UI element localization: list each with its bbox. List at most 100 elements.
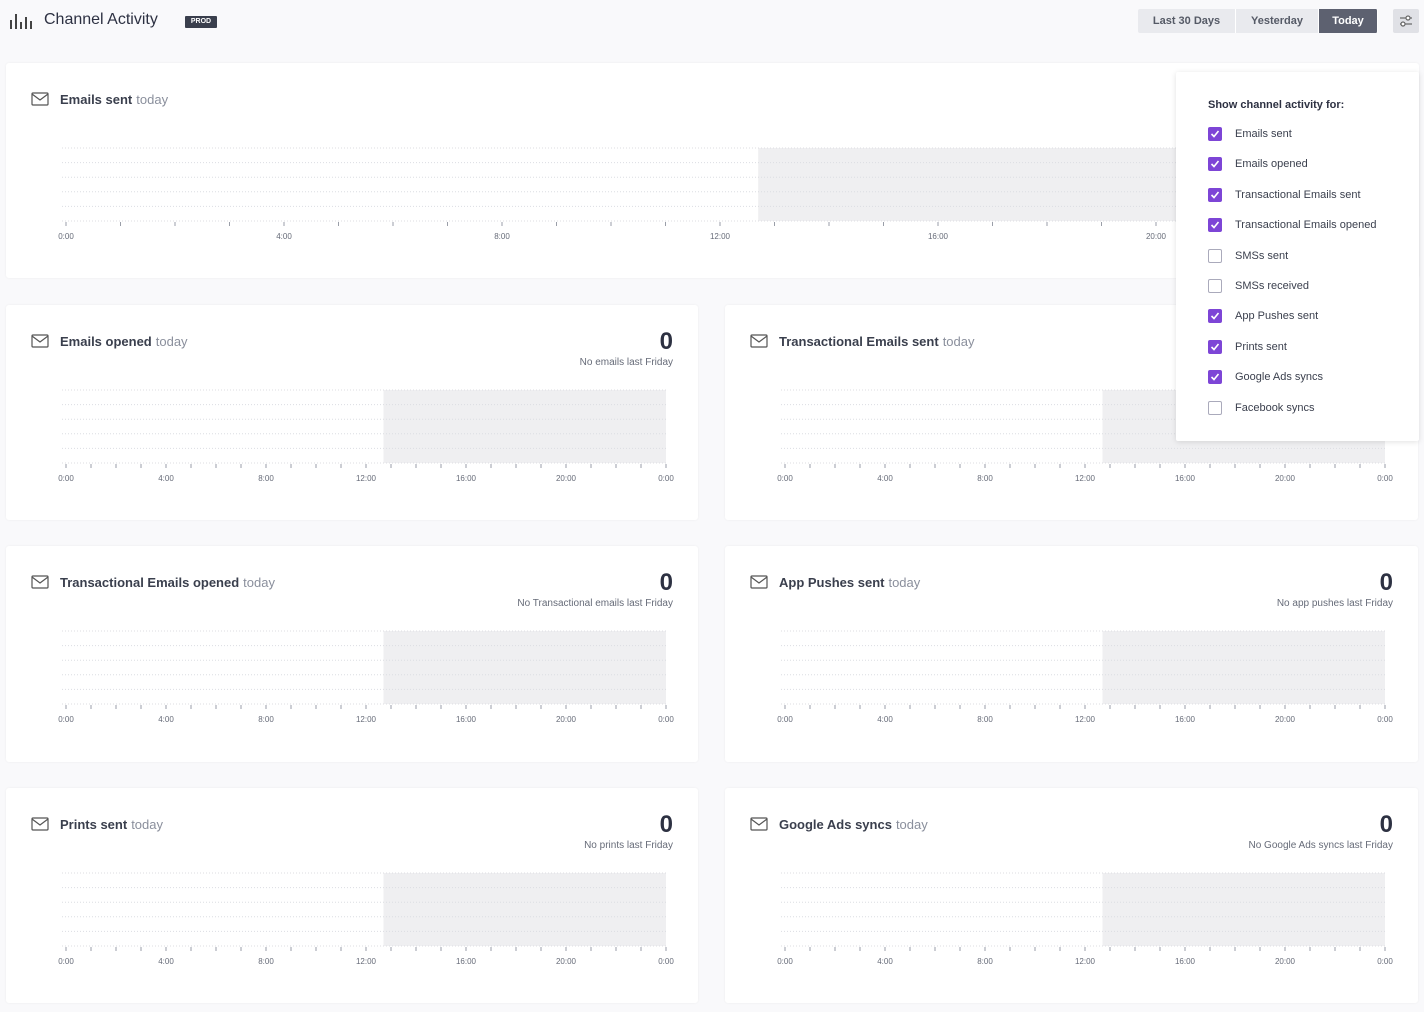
x-tick-label: 0:00 (658, 957, 674, 966)
x-tick-label: 16:00 (928, 232, 949, 241)
settings-button[interactable] (1393, 9, 1419, 33)
icon-shape (31, 92, 49, 106)
check-path (1210, 343, 1220, 351)
card-note: No prints last Friday (584, 840, 673, 851)
check-mark (1210, 373, 1220, 381)
checkbox[interactable] (1208, 309, 1222, 324)
x-tick-label: 12:00 (710, 232, 731, 241)
check-path (1210, 130, 1220, 138)
x-tick-label: 16:00 (456, 715, 477, 724)
card-note: No Google Ads syncs last Friday (1248, 840, 1393, 851)
filter-option[interactable]: SMSs received (1208, 279, 1408, 295)
x-tick-label: 8:00 (977, 715, 993, 724)
x-tick-label: 4:00 (158, 715, 174, 724)
elapsed-shade (1102, 631, 1385, 704)
x-tick-label: 20:00 (556, 474, 577, 483)
elapsed-shade (383, 390, 666, 463)
check-mark (1210, 221, 1220, 229)
card-icon (31, 575, 49, 589)
checkbox[interactable] (1208, 157, 1222, 172)
card-value: 0 (1379, 811, 1393, 838)
checkbox[interactable] (1208, 339, 1222, 354)
filter-option[interactable]: App Pushes sent (1208, 309, 1408, 325)
filter-option[interactable]: Emails opened (1208, 157, 1408, 173)
icon-shape (31, 334, 49, 348)
range-button[interactable]: Yesterday (1236, 9, 1319, 33)
icon-shape (31, 335, 49, 343)
checkbox[interactable] (1208, 248, 1222, 263)
x-tick-label: 8:00 (258, 474, 274, 483)
checkbox[interactable] (1208, 400, 1222, 415)
checkbox[interactable] (1208, 370, 1222, 385)
card-title-suffix: today (136, 92, 169, 107)
checkbox[interactable] (1208, 279, 1222, 293)
page-title: Channel Activity (44, 11, 158, 28)
x-tick-label: 0:00 (58, 474, 74, 483)
card-title-suffix: today (155, 334, 188, 349)
chart-card: 0:00 4:00 8:00 12:00 16:00 20:00 0:00 Transacti… (6, 546, 698, 762)
x-tick-label: 4:00 (158, 957, 174, 966)
check-mark (1210, 343, 1220, 351)
elapsed-shade (383, 631, 666, 704)
filter-option[interactable]: Transactional Emails opened (1208, 218, 1408, 234)
card-title-suffix: today (243, 575, 275, 590)
elapsed-shade (1102, 873, 1385, 946)
checkbox[interactable] (1208, 218, 1222, 233)
elapsed-shade (383, 873, 666, 946)
range-button[interactable]: Last 30 Days (1138, 9, 1236, 33)
range-button[interactable]: Today (1319, 9, 1378, 33)
card-title-suffix: today (888, 575, 921, 590)
card-note: No Transactional emails last Friday (517, 598, 673, 609)
x-tick-label: 20:00 (1275, 474, 1296, 483)
x-tick-label: 12:00 (1075, 715, 1096, 724)
icon-shape (31, 575, 49, 589)
x-tick-label: 0:00 (58, 715, 74, 724)
x-tick-label: 4:00 (877, 474, 893, 483)
checkbox[interactable] (1208, 187, 1222, 202)
card-title-text: Prints sent (60, 817, 128, 832)
option-label: SMSs received (1235, 280, 1309, 292)
checkbox[interactable] (1208, 127, 1222, 141)
card-title-text: Google Ads syncs (779, 817, 892, 832)
x-tick-label: 0:00 (777, 474, 793, 483)
card-chart: 0:00 4:00 8:00 12:00 16:00 20:00 0:00 (31, 817, 674, 966)
card-value: 0 (659, 328, 673, 355)
x-tick-label: 12:00 (1075, 957, 1096, 966)
card-title-text: Emails opened (60, 334, 152, 349)
option-label: Emails sent (1235, 128, 1292, 140)
x-tick-label: 8:00 (258, 715, 274, 724)
filter-option[interactable]: Prints sent (1208, 339, 1408, 356)
x-tick-label: 20:00 (556, 715, 577, 724)
card-chart: 0:00 4:00 8:00 12:00 16:00 20:00 0:00 (31, 575, 674, 724)
card-icon (750, 334, 768, 348)
option-label: App Pushes sent (1235, 310, 1319, 323)
filter-option[interactable]: Facebook syncs (1208, 400, 1408, 417)
logo-icon (10, 14, 32, 29)
popover-heading: Show channel activity for: (1208, 99, 1345, 111)
x-tick-label: 12:00 (356, 715, 377, 724)
filter-option[interactable]: Google Ads syncs (1208, 370, 1408, 386)
x-tick-label: 8:00 (977, 957, 993, 966)
card-value: 0 (1379, 569, 1393, 596)
x-tick-label: 4:00 (877, 715, 893, 724)
x-tick-label: 20:00 (1275, 957, 1296, 966)
filter-option[interactable]: Transactional Emails sent (1208, 187, 1408, 204)
env-badge: PROD (185, 16, 217, 28)
card-icon (31, 817, 49, 831)
card-title: Transactional Emails opened today (60, 575, 275, 590)
x-tick-label: 0:00 (777, 715, 793, 724)
icon-shape (31, 576, 49, 584)
filter-option[interactable]: Emails sent (1208, 127, 1408, 143)
icon-shape (750, 335, 768, 343)
card-title-text: Transactional Emails sent (779, 334, 939, 349)
check-path (1210, 160, 1220, 169)
x-tick-label: 0:00 (1377, 715, 1393, 724)
chart-card: 0:00 4:00 8:00 12:00 16:00 20:00 0:00 Prints se… (6, 788, 698, 1003)
option-label: Facebook syncs (1235, 401, 1315, 414)
check-mark (1210, 130, 1220, 138)
x-tick-label: 4:00 (158, 474, 174, 483)
card-title-suffix: today (895, 817, 928, 832)
card-title: Google Ads syncs today (779, 817, 928, 832)
check-mark (1210, 312, 1220, 321)
filter-option[interactable]: SMSs sent (1208, 248, 1408, 265)
